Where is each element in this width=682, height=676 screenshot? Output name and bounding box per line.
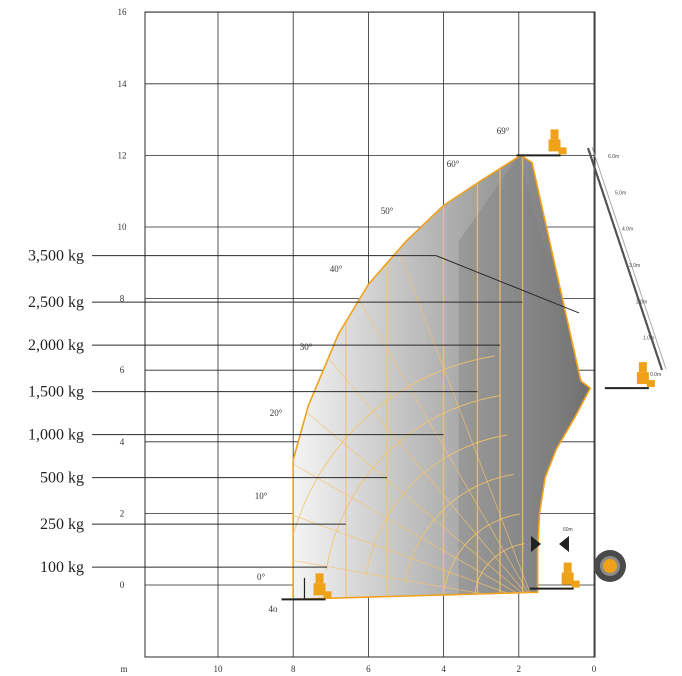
reach-envelope <box>292 154 592 601</box>
x-tick-label: 4 <box>441 664 446 674</box>
machine-symbol-top <box>516 129 567 157</box>
angle-arc <box>325 394 502 571</box>
x-tick-label: 10 <box>214 664 224 674</box>
angle-arc <box>404 474 514 583</box>
boom-angle-label: 60° <box>447 159 460 169</box>
load-block-side <box>571 580 580 588</box>
load-block-top <box>563 562 572 573</box>
y-tick-label: 4 <box>120 437 125 447</box>
extension-mark-label: 3.0m <box>629 263 640 269</box>
machine-symbols <box>281 129 655 601</box>
y-tick-label: 10 <box>118 222 128 232</box>
angle-ray <box>293 204 535 600</box>
load-label: 1,000 kg <box>28 427 84 444</box>
load-block-top <box>638 362 647 373</box>
machine-symbol-ground <box>281 573 332 601</box>
extension-label: 60m <box>563 527 573 533</box>
chart-labels: 3,500 kg 2,500 kg 2,000 kg 1,500 kg 1,000 kg… <box>28 7 667 674</box>
angle-ray <box>293 268 535 600</box>
boom-angle-label: 40° <box>330 264 343 274</box>
x-tick-label: 8 <box>291 664 296 674</box>
extension-scale-edge <box>591 146 667 370</box>
x-axis-unit: m <box>120 664 127 674</box>
load-block-body <box>548 139 561 152</box>
reach-envelope-outline <box>292 154 592 601</box>
x-tick-label: 2 <box>517 664 522 674</box>
load-label: 250 kg <box>40 516 84 533</box>
load-block-top <box>315 573 324 584</box>
boom-angle-label: 30° <box>300 342 313 352</box>
capacity-diagonal <box>435 255 580 314</box>
extension-mark-label: 4.0m <box>622 227 633 233</box>
load-block-side <box>323 591 332 599</box>
angle-arc <box>444 513 520 589</box>
angle-ray <box>293 512 534 600</box>
load-block-side <box>558 147 567 155</box>
boom-angle-label: 69° <box>497 126 510 136</box>
load-label: 500 kg <box>40 470 84 487</box>
boom-angle-label: 50° <box>381 206 394 216</box>
load-block-side <box>646 380 655 388</box>
load-block-top <box>550 129 559 140</box>
load-block-body <box>313 583 326 596</box>
y-tick-label: 16 <box>118 7 128 17</box>
boom-angle-label: 0° <box>257 572 266 582</box>
base-angle-label: 4o <box>269 604 279 614</box>
y-tick-label: 2 <box>120 508 125 518</box>
load-label: 1,500 kg <box>28 384 84 401</box>
angle-arcs <box>293 155 535 600</box>
arrow-right-marker <box>531 536 541 552</box>
load-label: 3,500 kg <box>28 248 84 265</box>
angle-arc <box>293 355 495 564</box>
extension-mark-label: 1.0m <box>643 336 654 342</box>
y-tick-label: 8 <box>120 294 125 304</box>
extension-scale <box>586 147 664 371</box>
high-load-zone <box>458 155 581 594</box>
load-lines <box>92 255 580 568</box>
extension-mark-label: 0.0m <box>650 372 661 378</box>
load-block-body <box>561 572 574 585</box>
boom-angle-label: 10° <box>255 491 268 501</box>
load-label: 2,500 kg <box>28 294 84 311</box>
reach-envelope-fill <box>293 155 591 600</box>
machine-symbol-base <box>529 562 580 590</box>
angle-arc <box>365 434 508 577</box>
y-tick-label: 0 <box>120 580 125 590</box>
load-label: 100 kg <box>40 559 84 576</box>
angle-arc <box>474 543 525 594</box>
arrow-left-marker <box>559 536 569 552</box>
angle-ray <box>293 342 535 600</box>
x-tick-label: 6 <box>366 664 371 674</box>
extension-mark-label: 6.0m <box>608 154 619 160</box>
x-tick-label: 0 <box>592 664 597 674</box>
load-block-body <box>636 372 649 385</box>
wheel-hub <box>603 559 617 573</box>
boom-angle-label: 20° <box>270 408 283 418</box>
angle-ray <box>293 424 534 600</box>
extension-mark-label: 5.0m <box>615 190 626 196</box>
y-tick-label: 14 <box>118 79 128 89</box>
y-tick-label: 6 <box>120 365 125 375</box>
extension-mark-label: 2.0m <box>636 299 647 305</box>
y-tick-label: 12 <box>118 150 127 160</box>
machine-symbol-right <box>604 362 655 390</box>
load-label: 2,000 kg <box>28 337 84 354</box>
